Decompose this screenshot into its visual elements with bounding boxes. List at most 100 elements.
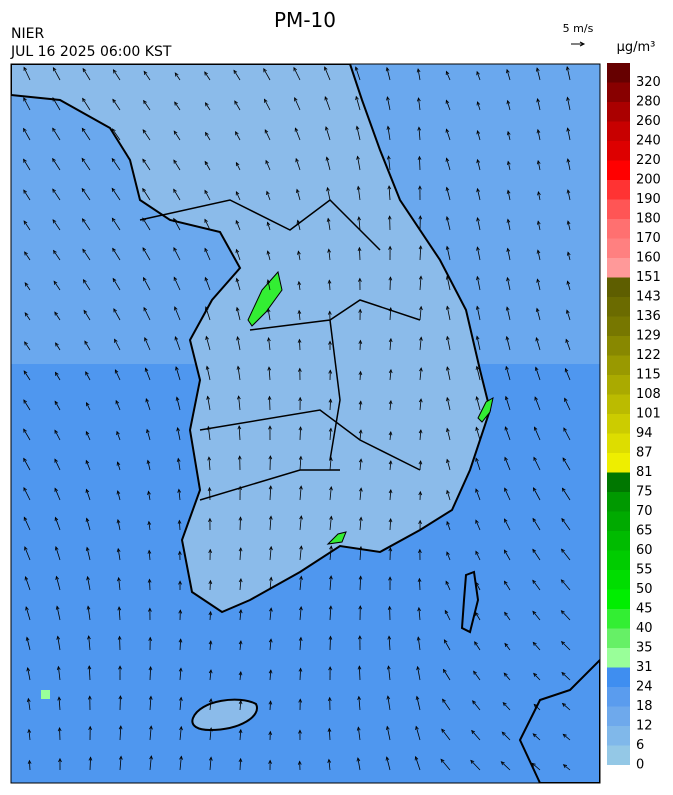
wind-arrowhead <box>475 335 480 340</box>
wind-arrowhead <box>204 160 209 166</box>
wind-arrowhead <box>566 280 571 285</box>
wind-arrow <box>114 339 121 351</box>
wind-arrowhead <box>238 757 243 763</box>
wind-arrowhead <box>562 733 567 738</box>
wind-arrowhead <box>85 517 90 522</box>
wind-arrowhead <box>532 548 537 553</box>
wind-arrowhead <box>268 425 272 430</box>
wind-arrowhead <box>445 275 450 280</box>
wind-arrow <box>501 761 511 771</box>
wind-arrow <box>328 249 331 261</box>
wind-arrow <box>561 548 571 561</box>
wind-arrowhead <box>533 426 538 431</box>
wind-arrow <box>504 518 511 531</box>
wind-arrow <box>446 490 451 501</box>
wind-arrowhead <box>504 487 508 492</box>
wind-arrowhead <box>536 128 541 134</box>
wind-arrowhead <box>204 71 208 76</box>
wind-arrowhead <box>237 425 242 430</box>
colorbar-segment <box>607 667 630 687</box>
wind-arrowhead <box>504 611 508 616</box>
wind-arrowhead <box>208 517 212 522</box>
wind-arrow <box>418 98 421 111</box>
wind-arrow <box>267 222 271 231</box>
wind-arrowhead <box>178 609 183 614</box>
wind-arrowhead <box>56 665 61 671</box>
wind-arrow <box>87 606 91 621</box>
wind-arrow <box>566 310 571 321</box>
wind-arrowhead <box>208 579 213 585</box>
wind-arrow <box>446 366 451 381</box>
wind-arrowhead <box>329 515 333 520</box>
colorbar-tick-label: 280 <box>636 95 661 110</box>
wind-arrowhead <box>419 336 423 341</box>
wind-arrow <box>476 276 481 291</box>
wind-arrow <box>267 308 271 321</box>
wind-arrow <box>52 128 61 141</box>
wind-arrowhead <box>174 101 178 106</box>
wind-arrow <box>532 733 541 741</box>
wind-arrow <box>53 250 61 261</box>
wind-arrowhead <box>268 638 273 643</box>
wind-arrow <box>81 158 91 171</box>
wind-arrowhead <box>54 546 59 551</box>
wind-arrow <box>209 728 212 741</box>
title: PM-10 <box>274 8 336 32</box>
wind-arrowhead <box>355 125 360 130</box>
wind-arrow <box>54 401 61 411</box>
wind-arrowhead <box>118 725 123 730</box>
wind-arrowhead <box>506 99 511 105</box>
wind-arrowhead <box>418 215 423 220</box>
wind-arrowhead <box>328 369 333 374</box>
wind-arrow <box>477 188 481 201</box>
wind-arrow <box>532 518 541 531</box>
colorbar-segment <box>607 511 630 531</box>
wind-arrow <box>177 458 181 471</box>
colorbar-tick-label: 87 <box>636 446 653 461</box>
wind-arrow <box>83 310 91 321</box>
wind-arrow <box>504 488 511 501</box>
wind-arrow <box>537 129 541 141</box>
wind-arrowhead <box>55 575 59 581</box>
wind-arrowhead <box>118 755 123 760</box>
wind-arrow <box>174 336 181 351</box>
wind-arrow <box>112 218 121 231</box>
wind-arrow <box>179 756 182 771</box>
colorbar-segment <box>607 628 630 648</box>
wind-arrowhead <box>86 605 91 610</box>
wind-arrow <box>24 312 31 321</box>
wind-arrowhead <box>476 246 480 251</box>
wind-arrow <box>531 762 541 771</box>
wind-arrow <box>476 247 481 261</box>
wind-arrow <box>446 306 451 321</box>
wind-arrowhead <box>116 461 121 466</box>
colorbar-segment <box>607 745 630 765</box>
wind-arrowhead <box>475 581 480 587</box>
wind-arrow <box>329 546 332 561</box>
wind-arrowhead <box>299 515 303 520</box>
wind-arrowhead <box>85 459 90 465</box>
wind-arrow <box>293 67 301 81</box>
colorbar-tick-label: 70 <box>636 504 653 519</box>
wind-arrowhead <box>88 756 93 761</box>
wind-arrow <box>564 398 571 411</box>
wind-arrow <box>357 757 361 771</box>
wind-arrow <box>476 336 481 351</box>
wind-arrowhead <box>55 605 60 610</box>
colorbar: 0 6 12 18 24 31 35 40 45 50 55 60 65 70 75 81 87 94 101 108… <box>607 63 661 773</box>
wind-arrow <box>53 281 61 291</box>
wind-arrowhead <box>148 695 153 700</box>
colorbar-tick-label: 101 <box>636 407 661 422</box>
wind-arrow <box>446 459 451 471</box>
wind-arrow <box>269 516 272 531</box>
colorbar-tick-label: 40 <box>636 621 653 636</box>
wind-arrowhead <box>476 216 480 222</box>
wind-arrow <box>85 371 91 381</box>
wind-arrowhead <box>237 395 241 400</box>
wind-arrow <box>537 279 541 291</box>
wind-arrow <box>85 460 91 471</box>
wind-arrow <box>415 756 421 771</box>
wind-arrowhead <box>327 248 331 253</box>
wind-arrowhead <box>386 125 391 130</box>
wind-arrowhead <box>534 366 539 371</box>
